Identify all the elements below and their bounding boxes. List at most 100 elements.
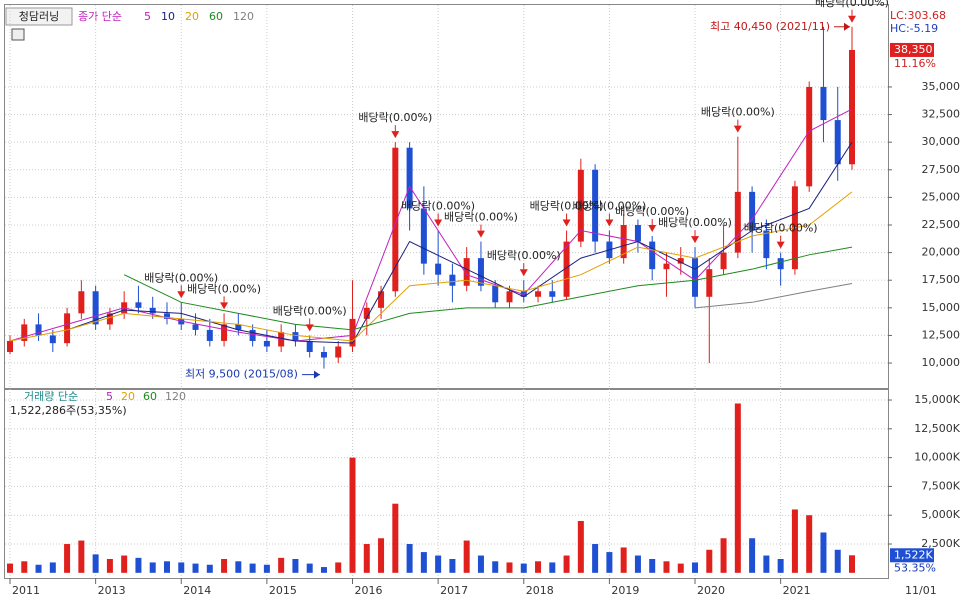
dividend-arrow <box>776 241 785 249</box>
candle-body <box>634 225 641 242</box>
volume-bar <box>834 549 841 573</box>
hc-label: HC:-5.19 <box>890 22 938 35</box>
volume-bar <box>734 403 741 573</box>
table-icon[interactable] <box>11 28 25 41</box>
candle-body <box>420 208 427 264</box>
volume-bar <box>249 563 256 573</box>
x-end-label: 11/01 <box>905 584 937 597</box>
volume-bar <box>92 554 99 573</box>
candle-body <box>706 269 713 297</box>
volume-legend-entry: 20 <box>121 390 135 403</box>
candle-body <box>78 291 85 314</box>
volume-legend-entry: 60 <box>143 390 157 403</box>
dividend-arrow <box>177 291 186 299</box>
y-tick-label: 10,000 <box>922 356 961 369</box>
y-tick-label: 20,000 <box>922 246 961 259</box>
candle-body <box>720 252 727 270</box>
volume-bar <box>192 563 199 573</box>
x-tick-label: 2016 <box>355 584 383 597</box>
volume-bar <box>477 555 484 573</box>
y-tick-label: 22,500 <box>922 218 961 231</box>
volume-bar <box>106 558 113 573</box>
x-tick-label: 2015 <box>269 584 297 597</box>
candle-body <box>92 291 99 325</box>
dividend-arrow <box>733 125 742 133</box>
volume-bar <box>7 563 13 573</box>
candle-body <box>49 335 56 344</box>
candle-body <box>363 307 370 319</box>
candle-body <box>692 258 699 297</box>
volume-bar <box>749 538 756 573</box>
volume-bar <box>820 532 827 573</box>
volume-bar <box>435 555 442 573</box>
volume-legend-title: 거래량 단순 <box>24 390 78 403</box>
last-price: 38,350 <box>894 43 933 56</box>
x-tick-label: 2019 <box>611 584 639 597</box>
low-mark-arrowhead <box>313 370 320 379</box>
legend-entry: 10 <box>161 10 175 23</box>
volume-bar <box>677 563 684 573</box>
y-tick-label: 35,000 <box>922 80 961 93</box>
volume-bar <box>791 509 798 573</box>
candle-body <box>492 285 499 303</box>
volume-bar <box>149 562 156 573</box>
volume-bar <box>292 558 299 573</box>
candle-body <box>378 291 385 308</box>
x-tick-label: 2020 <box>697 584 725 597</box>
candle-body <box>292 332 299 341</box>
last-volume-tag <box>890 548 934 563</box>
y-tick-label: 30,000 <box>922 135 961 148</box>
candle-body <box>278 332 285 347</box>
y-tick-label: 12,500 <box>922 328 961 341</box>
candle-body <box>349 318 356 347</box>
volume-bar <box>549 562 556 573</box>
volume-bar <box>649 558 656 573</box>
volume-bar <box>64 544 71 573</box>
candle-body <box>477 258 484 286</box>
legend-entry: 5 <box>144 10 151 23</box>
high-mark-label: 최고 40,450 (2021/11) <box>710 20 830 33</box>
volume-bar <box>634 555 641 573</box>
price-legend-title: 종가 단순 <box>78 10 122 23</box>
volume-bar <box>592 544 599 573</box>
candle-body <box>392 147 399 292</box>
volume-legend-entry: 120 <box>165 390 186 403</box>
last-price-tag <box>890 42 934 57</box>
volume-bar <box>720 538 727 573</box>
candle-body <box>35 324 42 336</box>
volume-bar <box>35 564 42 573</box>
dividend-arrow <box>605 219 614 227</box>
candle-body <box>64 313 71 344</box>
candle-body <box>563 241 570 297</box>
x-tick-label: 2013 <box>98 584 126 597</box>
stock-name-box[interactable] <box>5 7 73 26</box>
moving-average <box>123 246 853 331</box>
volume-bar <box>221 558 228 573</box>
volume-bar <box>406 544 413 573</box>
candle-body <box>178 318 185 325</box>
candle-body <box>192 324 199 330</box>
volume-bar <box>663 561 670 573</box>
candle-body <box>106 313 113 325</box>
volume-bar <box>577 520 584 573</box>
candle-body <box>649 241 656 270</box>
volume-bar <box>563 555 570 573</box>
dividend-arrow <box>434 219 443 227</box>
volume-bar <box>535 561 542 573</box>
dividend-arrow <box>648 225 657 233</box>
candle-body <box>406 147 413 209</box>
moving-average <box>694 283 853 309</box>
y-tick-label: 12,500K <box>914 422 960 435</box>
candle-body <box>21 324 28 341</box>
dividend-arrow <box>391 131 400 139</box>
legend-entry: 120 <box>233 10 254 23</box>
volume-bar <box>21 561 28 573</box>
candle-body <box>235 324 242 330</box>
dividend-arrow <box>691 236 700 244</box>
dividend-label: 배당락(0.00%) <box>701 106 775 119</box>
volume-bar <box>335 562 342 573</box>
candle-body <box>535 291 542 297</box>
volume-bar <box>606 552 613 573</box>
dividend-label: 배당락(0.00%) <box>572 200 646 213</box>
candle-body <box>206 329 213 341</box>
